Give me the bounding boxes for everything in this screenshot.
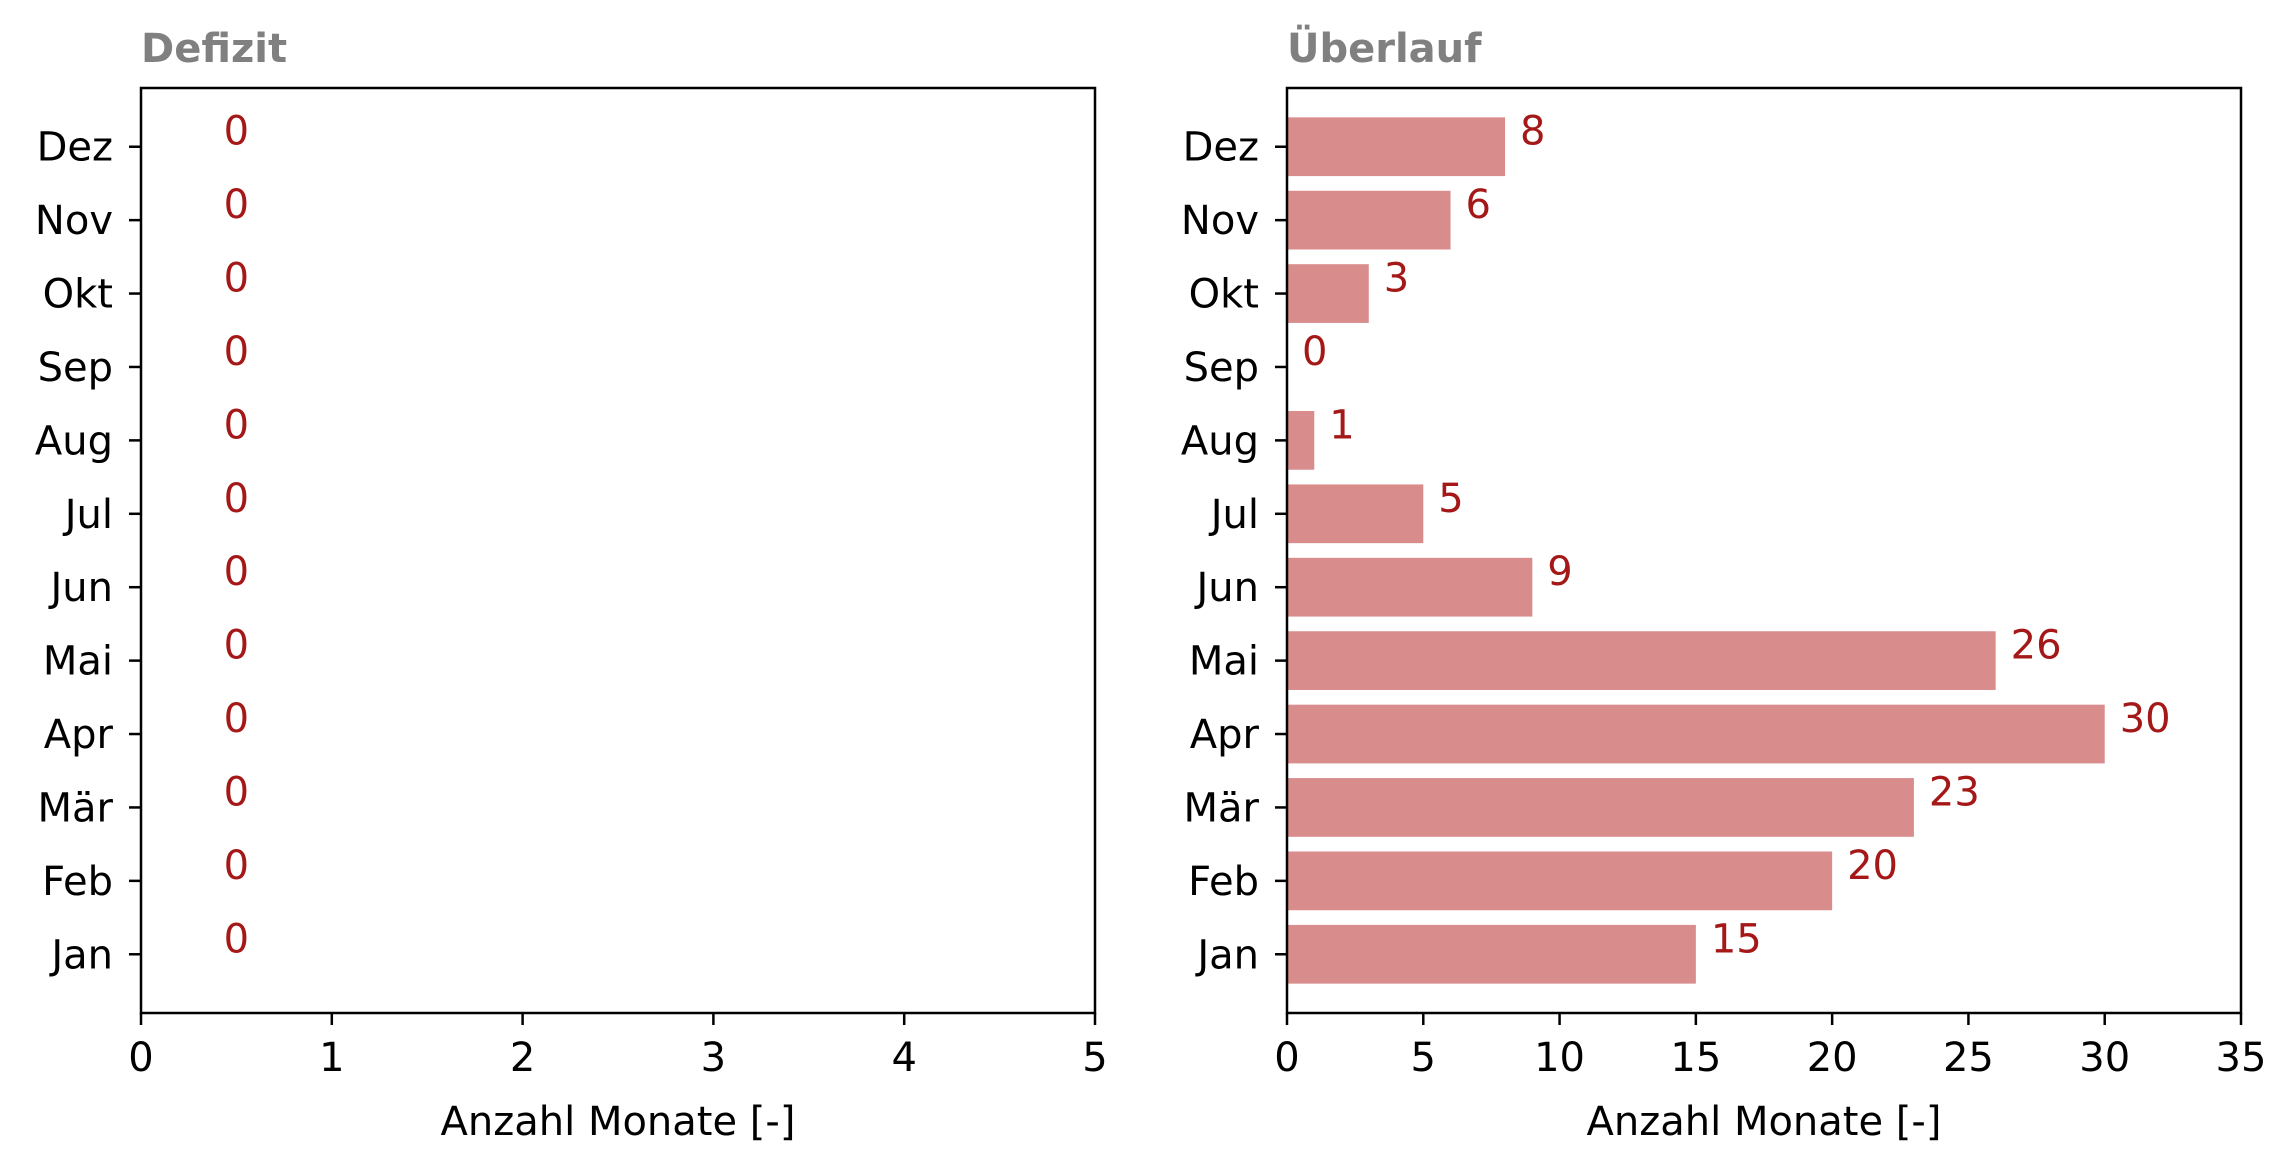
y-tick-label-Jan: Jan <box>48 932 113 978</box>
y-tick-label-Apr: Apr <box>44 712 114 758</box>
data-label-Mai: 0 <box>224 623 249 669</box>
bar-Aug <box>1287 411 1315 470</box>
y-tick-label-Aug: Aug <box>35 418 113 464</box>
y-tick-label-Apr: Apr <box>1190 712 1260 758</box>
x-axis-label: Anzahl Monate [-] <box>441 1099 796 1145</box>
bar-Dez <box>1287 117 1506 177</box>
data-label-Jul: 5 <box>1438 476 1463 522</box>
y-tick-label-Sep: Sep <box>1184 345 1259 391</box>
x-tick-label-2: 2 <box>510 1035 535 1081</box>
data-label-Dez: 8 <box>1520 109 1545 155</box>
axes-frame <box>139 86 1097 1015</box>
x-tick-label-30: 30 <box>2079 1035 2130 1081</box>
x-tick-label-35: 35 <box>2216 1035 2267 1081</box>
data-label-Aug: 0 <box>224 402 249 448</box>
x-tick-label-4: 4 <box>891 1035 916 1081</box>
x-tick-label-1: 1 <box>319 1035 344 1081</box>
y-tick-label-Dez: Dez <box>37 125 113 171</box>
y-tick-label-Dez: Dez <box>1183 125 1259 171</box>
chart-title: Überlauf <box>1287 24 1482 72</box>
data-label-Aug: 1 <box>1329 402 1354 448</box>
data-label-Feb: 20 <box>1847 843 1898 889</box>
bar-Jun <box>1287 557 1533 617</box>
x-tick-label-5: 5 <box>1082 1035 1107 1081</box>
data-label-Feb: 0 <box>224 843 249 889</box>
y-tick-label-Mai: Mai <box>1189 639 1259 685</box>
y-tick-label-Jun: Jun <box>1194 565 1260 611</box>
bar-Feb <box>1287 851 1833 911</box>
bar-Apr <box>1287 704 2105 764</box>
y-tick-label-Sep: Sep <box>38 345 113 391</box>
y-tick-label-Okt: Okt <box>1189 272 1259 318</box>
y-tick-label-Mär: Mär <box>38 785 114 831</box>
x-tick-label-5: 5 <box>1411 1035 1436 1081</box>
data-label-Jun: 9 <box>1547 549 1572 595</box>
data-label-Mai: 26 <box>2011 623 2062 669</box>
y-tick-label-Nov: Nov <box>35 198 113 244</box>
data-label-Jul: 0 <box>224 476 249 522</box>
y-tick-label-Mai: Mai <box>43 639 113 685</box>
bar-Nov <box>1287 190 1451 250</box>
chart-panel-ueberlauf: 15202330269510368JanFebMärAprMaiJunJulAu… <box>1181 24 2267 1145</box>
data-label-Sep: 0 <box>1302 329 1327 375</box>
chart-title: Defizit <box>141 26 287 72</box>
y-tick-label-Aug: Aug <box>1181 418 1259 464</box>
axes-frame <box>1285 86 2243 1015</box>
y-tick-label-Jan: Jan <box>1194 932 1259 978</box>
y-tick-label-Nov: Nov <box>1181 198 1259 244</box>
x-tick-label-3: 3 <box>701 1035 726 1081</box>
data-label-Okt: 3 <box>1384 256 1409 302</box>
x-tick-label-0: 0 <box>128 1035 153 1081</box>
data-label-Okt: 0 <box>224 256 249 302</box>
x-axis-label: Anzahl Monate [-] <box>1587 1099 1942 1145</box>
data-label-Dez: 0 <box>224 109 249 155</box>
data-label-Apr: 0 <box>224 696 249 742</box>
y-tick-label-Jul: Jul <box>62 492 113 538</box>
x-tick-label-20: 20 <box>1807 1035 1858 1081</box>
x-tick-label-10: 10 <box>1534 1035 1585 1081</box>
data-label-Jun: 0 <box>224 549 249 595</box>
data-label-Sep: 0 <box>224 329 249 375</box>
x-tick-label-25: 25 <box>1943 1035 1994 1081</box>
y-tick-label-Mär: Mär <box>1184 785 1260 831</box>
y-tick-label-Feb: Feb <box>42 859 113 905</box>
x-tick-label-15: 15 <box>1670 1035 1721 1081</box>
data-label-Nov: 6 <box>1466 182 1491 228</box>
data-label-Mär: 23 <box>1929 769 1980 815</box>
y-tick-label-Feb: Feb <box>1188 859 1259 905</box>
y-tick-label-Jul: Jul <box>1208 492 1259 538</box>
chart-panel-defizit: 0 0 0 0 0 0 0 0 0 0 0 0 Jan Feb Mär Apr Mai Jun Jul Aug Sep O… <box>35 26 1108 1145</box>
data-label-Jan: 0 <box>224 916 249 962</box>
data-label-Jan: 15 <box>1711 916 1762 962</box>
bar-Mär <box>1287 778 1914 837</box>
x-tick-label-0: 0 <box>1274 1035 1299 1081</box>
data-label-Nov: 0 <box>224 182 249 228</box>
data-label-Mär: 0 <box>224 769 249 815</box>
y-tick-label-Okt: Okt <box>43 272 113 318</box>
data-label-Apr: 30 <box>2120 696 2171 742</box>
y-tick-label-Jun: Jun <box>48 565 114 611</box>
bar-Jan <box>1287 924 1696 984</box>
bar-Okt <box>1287 264 1369 323</box>
bar-Mai <box>1287 631 1996 690</box>
bar-Jul <box>1287 484 1424 544</box>
